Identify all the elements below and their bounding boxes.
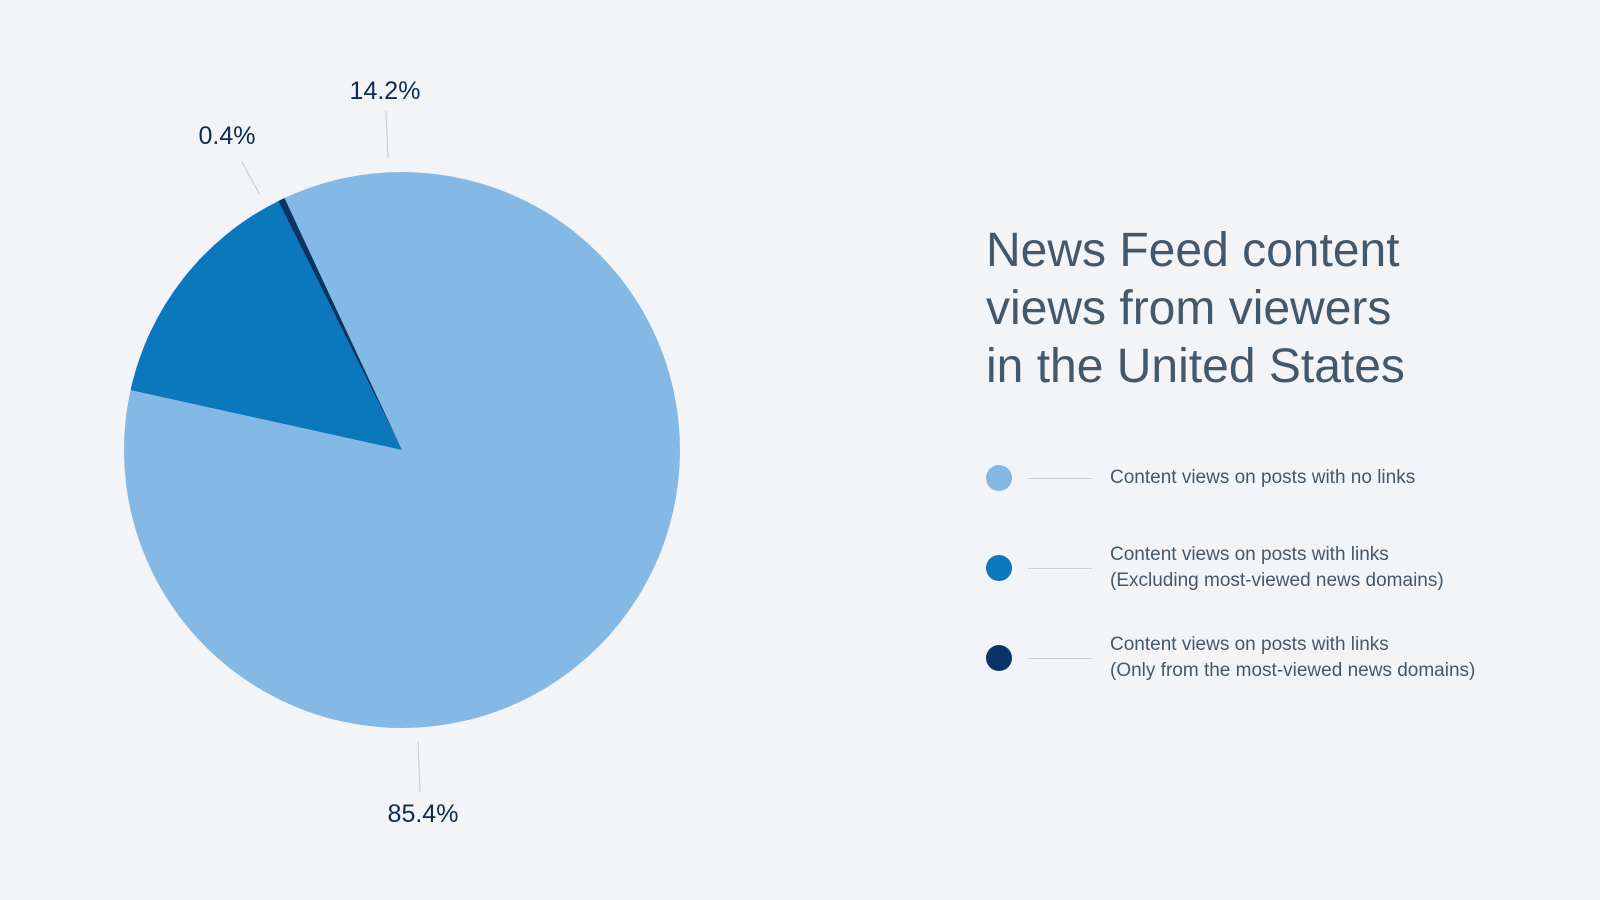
legend-connector-line <box>1028 567 1092 569</box>
legend-connector-line <box>1028 477 1092 479</box>
chart-title-line: News Feed content <box>986 224 1400 277</box>
legend-item-links-news-only: Content views on posts with links (Only … <box>986 632 1475 684</box>
slice-value-label: 0.4% <box>199 122 256 150</box>
legend-item-links-excluding-news: Content views on posts with links (Exclu… <box>986 542 1444 594</box>
pie-value-labels: 85.4% 14.2% 0.4% <box>199 77 459 828</box>
leader-line <box>417 741 421 793</box>
legend-label-line: (Excluding most-viewed news domains) <box>1110 570 1444 591</box>
legend-label: Content views on posts with links (Only … <box>1110 632 1475 684</box>
chart-title: News Feed content views from viewers in … <box>986 222 1546 396</box>
legend-item-no-links: Content views on posts with no links <box>986 465 1415 491</box>
leader-line <box>241 161 261 196</box>
legend-label: Content views on posts with links (Exclu… <box>1110 542 1444 594</box>
legend-label-line: (Only from the most-viewed news domains) <box>1110 660 1476 681</box>
legend-label: Content views on posts with no links <box>1110 465 1415 491</box>
legend-marker <box>986 465 1012 491</box>
slice-links-excluding-news <box>130 201 402 450</box>
legend-label-line: Content views on posts with links <box>1110 544 1389 565</box>
chart-title-line: in the United States <box>986 340 1405 393</box>
slice-no-links <box>124 172 681 729</box>
pie-slices <box>124 172 681 729</box>
slice-value-label: 85.4% <box>388 800 459 828</box>
slice-links-news-only <box>278 198 402 450</box>
legend-label-line: Content views on posts with links <box>1110 634 1389 655</box>
legend-connector-line <box>1028 657 1092 659</box>
slice-value-label: 14.2% <box>350 77 421 105</box>
leader-line <box>385 110 389 159</box>
chart-title-line: views from viewers <box>986 282 1392 335</box>
legend-marker <box>986 555 1012 581</box>
legend-marker <box>986 645 1012 671</box>
legend-label-line: Content views on posts with no links <box>1110 467 1416 488</box>
pie-leader-lines <box>241 110 421 793</box>
